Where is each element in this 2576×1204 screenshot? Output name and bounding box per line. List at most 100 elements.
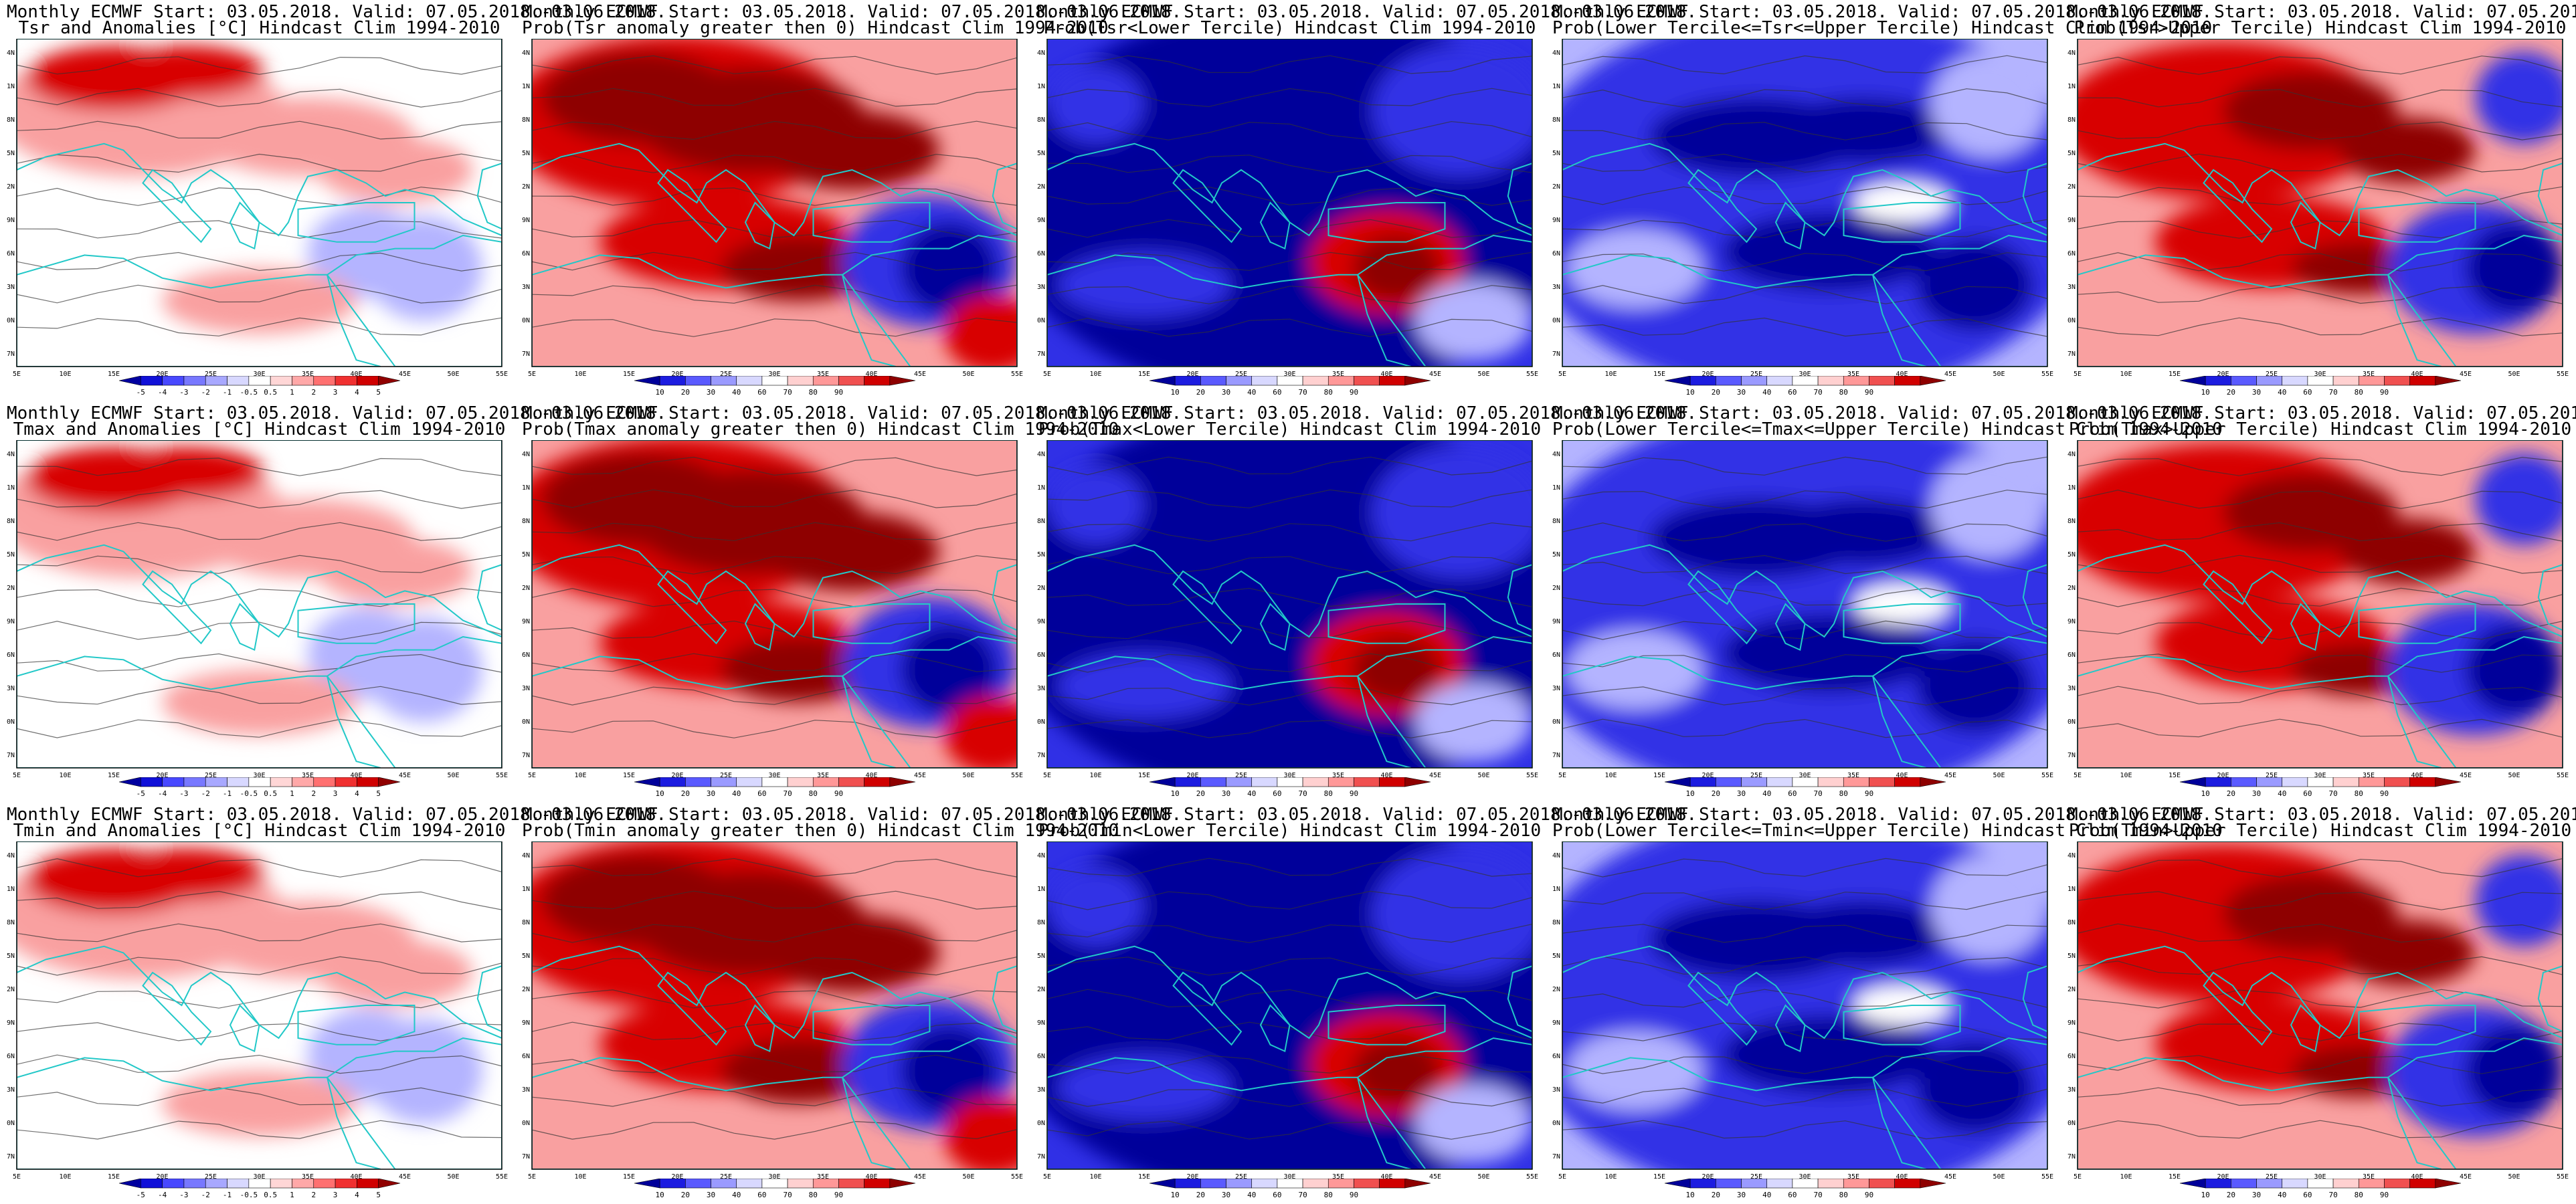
map-panel-tsr-upper: Monthly ECMWF Start: 03.05.2018. Valid: …: [2067, 0, 2573, 401]
colorbar-label: 0.5: [264, 1191, 277, 1199]
latitude-tick-label: 42N: [1037, 183, 1045, 191]
field-region: [1372, 447, 1542, 578]
colorbar-tsr-pos: 10 20 30 40 60 70 80 90: [621, 376, 929, 401]
latitude-tick-label: 30N: [7, 317, 15, 324]
map-panel-tmax-lower: Monthly ECMWF Start: 03.05.2018. Valid: …: [1037, 401, 1542, 803]
colorbar-swatch: [313, 376, 335, 385]
colorbar-label: 70: [1298, 789, 1307, 798]
colorbar-label: -2: [201, 789, 209, 798]
longitude-tick-label: 55E: [2041, 1173, 2053, 1181]
field-region: [109, 45, 264, 98]
colorbar-swatch: [141, 1179, 162, 1188]
longitude-tick-label: 50E: [447, 371, 459, 378]
colorbar-label: 40: [732, 388, 741, 397]
colorbar-label: 2: [311, 789, 316, 798]
colorbar-label: -5: [136, 1191, 145, 1199]
colorbar-swatch: [761, 1179, 787, 1188]
latitude-tick-label: 48N: [522, 116, 530, 124]
colorbar-swatch: [119, 1179, 141, 1188]
latitude-tick-label: 33N: [1037, 1086, 1045, 1094]
colorbar-tsr-middle: 10 20 30 40 60 70 80 90: [1651, 376, 1959, 401]
colorbar-swatch: [1869, 777, 1894, 787]
latitude-tick-label: 51N: [1037, 484, 1045, 492]
colorbar-tmin-lower: 10 20 30 40 60 70 80 90: [1136, 1179, 1444, 1204]
latitude-tick-label: 42N: [522, 986, 530, 993]
latitude-tick-label: 45N: [7, 952, 15, 960]
map-tsr-middle: 54N51N48N45N42N39N36N33N30N27N5E10E15E20…: [1552, 39, 2057, 381]
field-region: [2476, 52, 2573, 144]
colorbar-swatch: [1741, 1179, 1766, 1188]
colorbar-swatch: [660, 1179, 685, 1188]
longitude-tick-label: 10E: [59, 772, 71, 779]
longitude-tick-label: 50E: [447, 772, 459, 779]
field-region: [163, 268, 357, 334]
colorbar-swatch: [378, 1179, 399, 1188]
field-region: [1416, 683, 1532, 762]
panel-title-line2: Prob(Tmax<Lower Tercile) Hindcast Clim 1…: [1037, 420, 1542, 439]
colorbar-label: 60: [757, 789, 766, 798]
panel-title-line2: Prob(Tsr<Lower Tercile) Hindcast Clim 19…: [1037, 19, 1542, 37]
panel-title-line2: Prob(Tsr>Upper Tercile) Hindcast Clim 19…: [2067, 19, 2573, 37]
colorbar-swatch: [1843, 1179, 1869, 1188]
latitude-tick-label: 30N: [522, 317, 530, 324]
colorbar-label: -2: [201, 1191, 209, 1199]
field-region: [1372, 45, 1542, 177]
colorbar-label: -3: [179, 388, 188, 397]
longitude-tick-label: 5E: [1558, 371, 1566, 378]
colorbar-swatch: [1741, 376, 1766, 385]
map-tsr-upper: 54N51N48N45N42N39N36N33N30N27N5E10E15E20…: [2067, 39, 2573, 381]
colorbar-swatch: [227, 1179, 248, 1188]
map-tsr-lower: 54N51N48N45N42N39N36N33N30N27N5E10E15E20…: [1037, 39, 1542, 381]
colorbar-label: 20: [1196, 388, 1204, 397]
field-region: [1776, 900, 1950, 966]
colorbar-label: 40: [1247, 388, 1256, 397]
longitude-tick-label: 50E: [962, 371, 974, 378]
map-tmax-pos: 54N51N48N45N42N39N36N33N30N27N5E10E15E20…: [522, 440, 1027, 783]
latitude-tick-label: 39N: [1552, 1019, 1560, 1027]
map-tmin-upper: 54N51N48N45N42N39N36N33N30N27N5E10E15E20…: [2067, 841, 2573, 1184]
colorbar-label: 10: [655, 789, 664, 798]
colorbar-swatch: [1690, 1179, 1716, 1188]
colorbar-swatch: [1818, 376, 1843, 385]
colorbar-label: 60: [1273, 789, 1281, 798]
colorbar-swatch: [889, 376, 915, 385]
latitude-tick-label: 27N: [522, 1153, 530, 1161]
colorbar-label: 60: [1273, 388, 1281, 397]
longitude-tick-label: 10E: [59, 371, 71, 378]
longitude-tick-label: 55E: [1526, 772, 1538, 779]
latitude-tick-label: 51N: [522, 484, 530, 492]
colorbar-tmax-pos: 10 20 30 40 60 70 80 90: [621, 777, 929, 803]
field-region: [1916, 1041, 2033, 1133]
field-region: [1776, 98, 1950, 163]
colorbar-swatch: [2282, 1179, 2307, 1188]
colorbar-label: 80: [1839, 789, 1847, 798]
latitude-tick-label: 45N: [1552, 952, 1560, 960]
longitude-tick-label: 55E: [2557, 371, 2569, 378]
panel-title-line2: Tmin and Anomalies [°C] Hindcast Clim 19…: [7, 821, 512, 840]
colorbar-label: 60: [1788, 1191, 1797, 1199]
latitude-tick-label: 27N: [1552, 752, 1560, 759]
colorbar-label: -4: [157, 789, 167, 798]
colorbar-label: 70: [1298, 1191, 1307, 1199]
latitude-tick-label: 51N: [7, 886, 15, 893]
colorbar-label: 3: [333, 388, 337, 397]
colorbar-label: 90: [2379, 789, 2388, 798]
colorbar-label: 40: [2278, 388, 2286, 397]
latitude-tick-label: 27N: [7, 752, 15, 759]
latitude-tick-label: 54N: [7, 49, 15, 57]
colorbar-label: 5: [376, 789, 381, 798]
colorbar-label: 60: [2303, 388, 2312, 397]
colorbar-swatch: [761, 376, 787, 385]
colorbar-swatch: [736, 1179, 761, 1188]
longitude-tick-label: 10E: [2120, 1173, 2132, 1181]
colorbar-swatch: [1843, 376, 1869, 385]
colorbar-swatch: [685, 376, 711, 385]
colorbar-label: 1: [290, 1191, 294, 1199]
colorbar-label: 3: [333, 789, 337, 798]
colorbar-swatch: [1149, 1179, 1175, 1188]
field-region: [1353, 637, 1441, 702]
latitude-tick-label: 51N: [7, 484, 15, 492]
field-region: [2340, 519, 2476, 585]
map-panel-tmin-upper: Monthly ECMWF Start: 03.05.2018. Valid: …: [2067, 803, 2573, 1204]
longitude-tick-label: 10E: [1089, 1173, 1101, 1181]
